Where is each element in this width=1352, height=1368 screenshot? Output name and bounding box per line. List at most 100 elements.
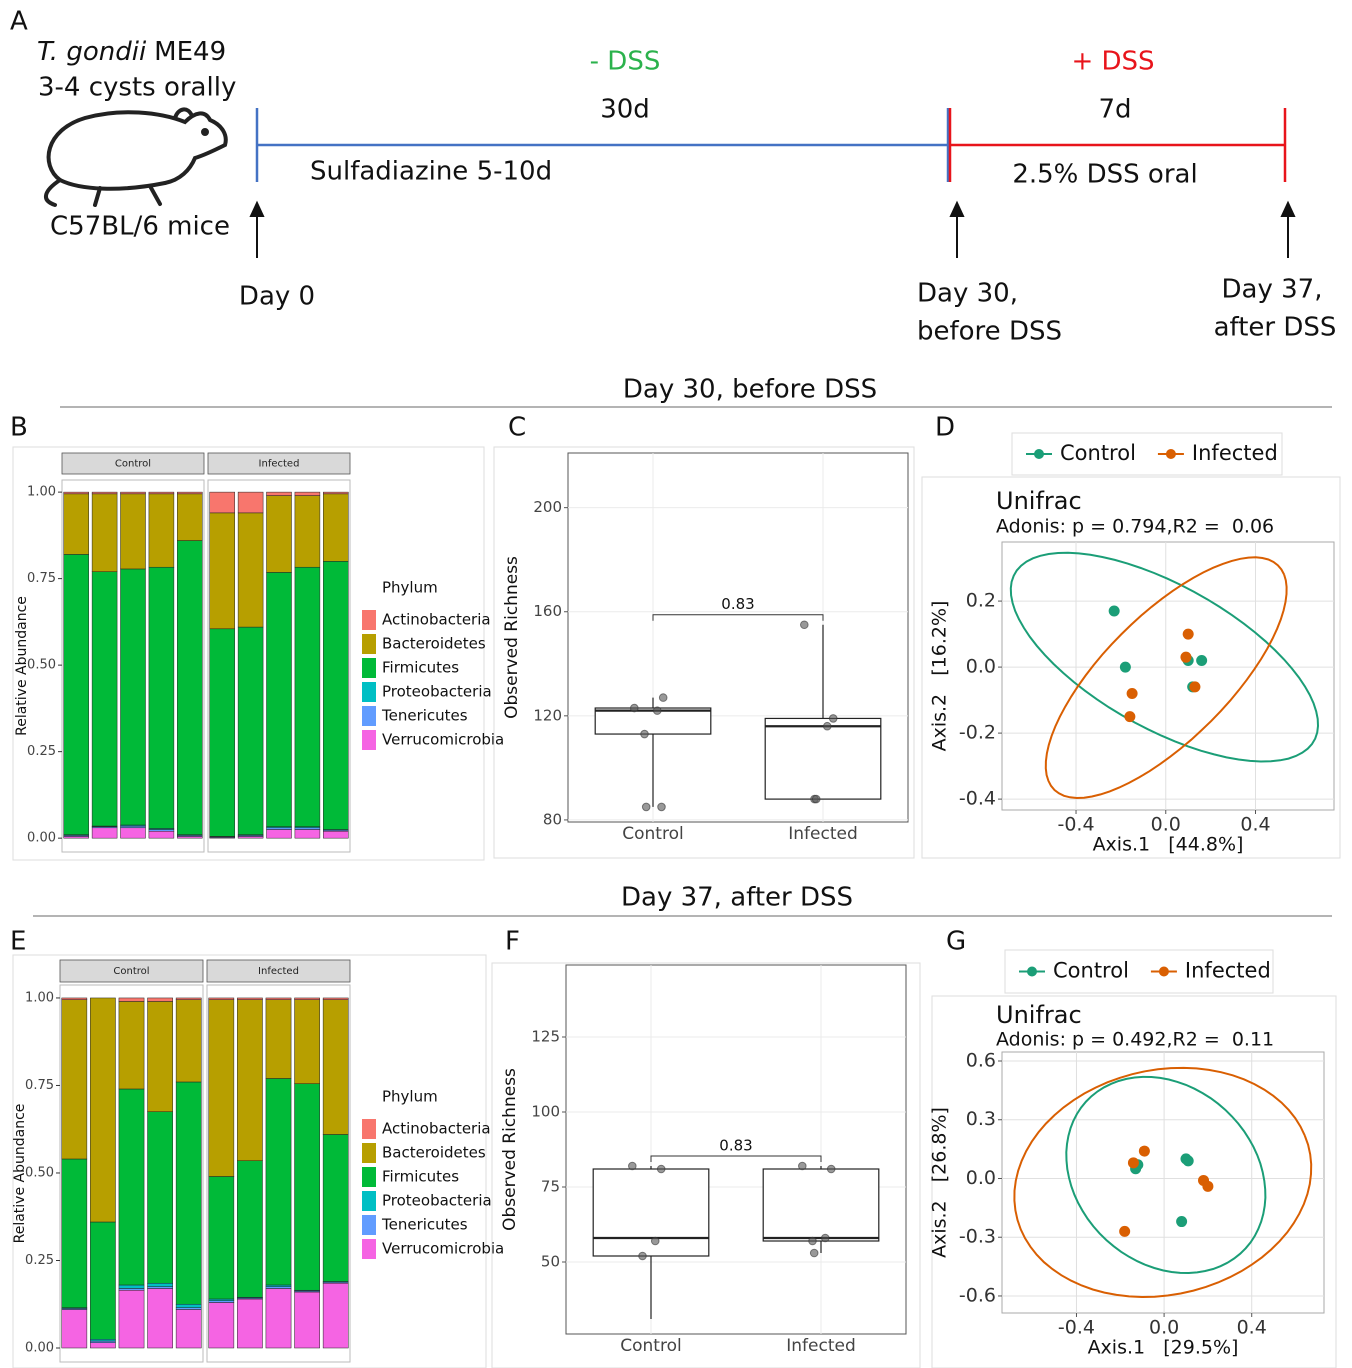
data-point <box>638 1251 647 1261</box>
facet-strip <box>206 959 351 983</box>
bar-segment <box>266 495 292 573</box>
y-tick-label: 0.75 <box>25 1078 54 1093</box>
bar-segment <box>120 825 146 829</box>
bar-segment <box>148 830 175 839</box>
data-point <box>1119 661 1131 673</box>
legend-key <box>1034 449 1044 459</box>
legend-label: Control <box>1053 959 1129 983</box>
chart-title: Unifrac <box>996 1001 1082 1029</box>
species: T. gondii <box>37 37 147 67</box>
x-tick-label: 0.0 <box>1151 814 1181 836</box>
panel-frame <box>12 446 485 861</box>
data-point <box>640 729 649 739</box>
facet-panel <box>59 984 204 1363</box>
box <box>594 707 712 735</box>
y-tick-label: 0.6 <box>966 1050 996 1072</box>
bar-segment <box>237 1298 263 1349</box>
legend-label: Infected <box>1192 441 1278 465</box>
legend-box <box>1004 949 1274 994</box>
legend-swatch <box>362 1143 376 1163</box>
bar-segment <box>177 836 203 839</box>
y-tick-label: 80 <box>543 810 562 828</box>
facet-strip <box>59 959 204 983</box>
legend-label: Control <box>1060 441 1136 465</box>
bar-segment <box>90 1221 116 1340</box>
panel-letter: G <box>946 927 966 957</box>
bar-segment <box>322 997 349 1000</box>
data-point <box>820 1233 830 1243</box>
data-point <box>1126 687 1138 699</box>
bar-segment <box>61 1158 88 1308</box>
panel-frame <box>931 995 1337 1368</box>
data-point <box>1180 651 1192 663</box>
box <box>592 1168 710 1257</box>
data-point <box>658 693 668 702</box>
y-tick-label: 125 <box>531 1028 560 1046</box>
legend-label: Bacteroidetes <box>382 635 486 653</box>
data-point <box>798 1161 807 1171</box>
panel-letter: D <box>935 413 955 443</box>
legend-key <box>1158 966 1169 977</box>
legend-swatch <box>362 610 376 630</box>
y-tick-label: -0.4 <box>959 788 996 810</box>
legend-label: Infected <box>1185 959 1271 983</box>
data-point <box>652 706 662 715</box>
y-tick-label: 0.50 <box>25 1165 54 1180</box>
facet-panel <box>206 984 351 1363</box>
y-tick-label: 200 <box>533 498 562 516</box>
bar-segment <box>323 491 349 495</box>
bar-segment <box>237 626 264 835</box>
y-tick-label: 0.2 <box>966 590 996 612</box>
bar-segment <box>294 491 321 496</box>
bar-segment <box>323 561 349 830</box>
bar-segment <box>61 1309 88 1349</box>
legend-swatch <box>362 706 376 726</box>
x-tick-label: -0.4 <box>1057 814 1094 836</box>
bar-segment <box>63 491 89 495</box>
bar-segment <box>118 997 145 1002</box>
facet-panel <box>61 479 205 853</box>
bar-segment <box>175 1081 202 1305</box>
bar-segment <box>294 827 321 830</box>
legend-swatch <box>362 658 376 678</box>
y-tick-label: 0.75 <box>27 571 56 586</box>
chart-subtitle: Adonis: p = 0.794,R2 = 0.06 <box>996 516 1274 538</box>
y-tick-label: 75 <box>541 1178 560 1196</box>
y-tick-label: -0.3 <box>959 1226 996 1248</box>
significance-label: 0.83 <box>721 595 754 613</box>
data-point <box>808 1236 817 1246</box>
bar-segment <box>237 836 264 839</box>
day-label: after DSS <box>1214 313 1337 343</box>
bar-segment <box>63 836 89 839</box>
confidence-ellipse <box>1044 556 1288 800</box>
legend-box <box>1011 432 1283 476</box>
data-point <box>657 802 666 812</box>
bar-segment <box>177 540 203 835</box>
mouse-icon <box>44 107 228 207</box>
legend-label: Firmicutes <box>382 1168 459 1186</box>
data-point <box>656 1164 666 1174</box>
bar-segment <box>209 628 235 837</box>
confidence-ellipse <box>1009 551 1320 763</box>
facet-label: Control <box>115 459 151 470</box>
significance-bracket <box>652 614 824 621</box>
bar-segment <box>147 1286 173 1289</box>
panel-letter: B <box>10 413 28 443</box>
bar-segment <box>294 566 321 827</box>
x-tick-label: 0.0 <box>1149 1317 1179 1339</box>
bar-segment <box>265 1286 292 1289</box>
bar-segment <box>91 827 118 839</box>
box <box>762 1168 880 1242</box>
y-tick-label: 0.3 <box>966 1108 996 1130</box>
facet-label: Infected <box>259 459 300 470</box>
facet-strip <box>207 452 351 475</box>
box <box>764 717 882 800</box>
bar-segment <box>147 997 173 1002</box>
bar-segment <box>294 829 321 839</box>
bar-segment <box>237 999 263 1161</box>
infection-label: T. gondii ME49 <box>37 37 226 67</box>
x-tick-label: -0.4 <box>1058 1317 1095 1339</box>
y-axis-label: Axis.2 [26.8%] <box>929 1107 951 1258</box>
y-tick-label: 0.00 <box>25 1340 54 1355</box>
